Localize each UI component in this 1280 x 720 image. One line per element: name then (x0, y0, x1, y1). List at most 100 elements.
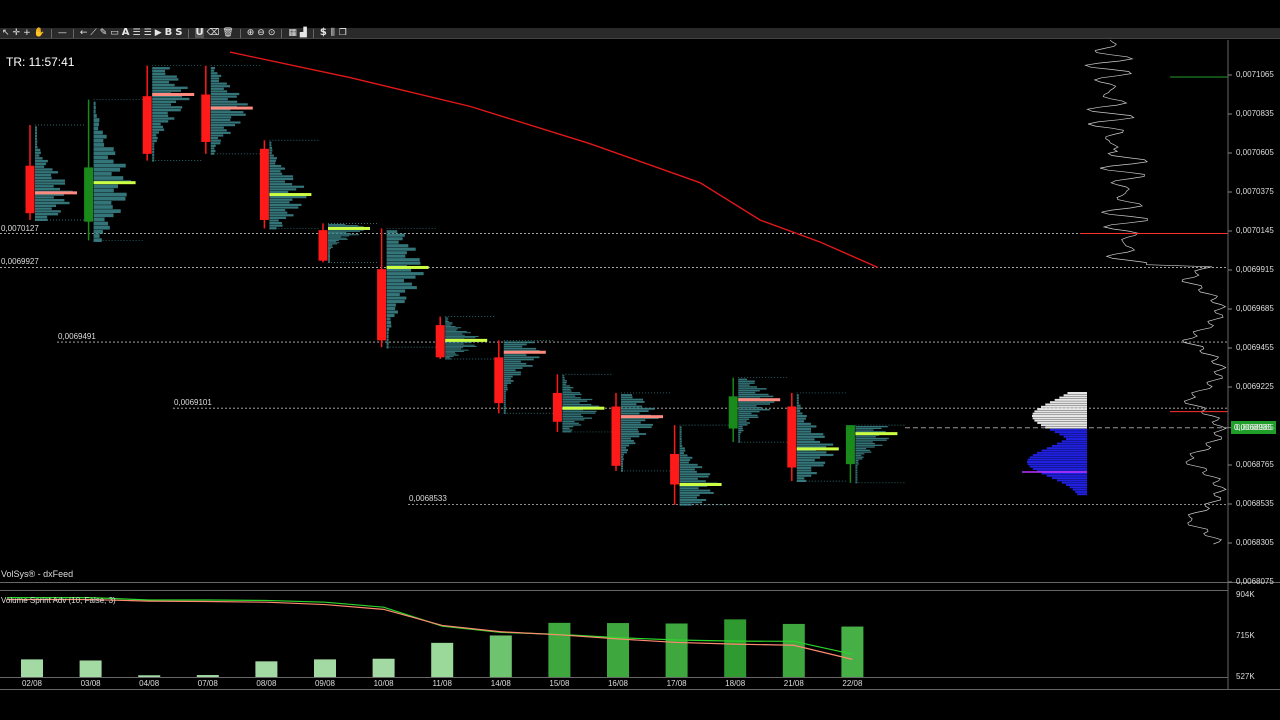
profile-bar (269, 198, 293, 201)
profile-bar (386, 324, 392, 328)
current-price-label: 0,0068985 (1231, 421, 1276, 434)
profile-bar (269, 196, 307, 199)
date-tick-label: 15/08 (549, 679, 570, 688)
profile-bar (855, 471, 858, 474)
profile-bar (503, 375, 513, 378)
indicator-label[interactable]: Volume Sprint Adv (10, False, 3) (1, 596, 116, 605)
profile-bar (562, 427, 570, 429)
day-profile-bar (1027, 458, 1087, 461)
magnet-icon[interactable]: U (195, 27, 204, 38)
profile-bar (621, 449, 629, 452)
drawing-toolbar: ↖ ✛ + ✋ — ← ⟋ ✎ ▭ A ☰ ☰ ▶ B S U ⌫ 🗑 ⊕ ⊖ ⊙ ▦ ▟ $ ⫼ ❐ (0, 28, 1280, 39)
price-level-label: 0,0069491 (58, 332, 96, 342)
profile-bar (269, 209, 286, 212)
profile-bar (738, 386, 758, 388)
zoom-out-icon[interactable]: ⊖ (257, 28, 265, 38)
profile-bar (93, 192, 127, 197)
profile-bar (796, 396, 799, 400)
profile-bar (328, 248, 332, 250)
profile-bar (328, 246, 334, 248)
profile-bar (679, 431, 682, 433)
profile-bar (210, 136, 219, 140)
toolbar-separator (281, 28, 283, 38)
profile-bar (152, 125, 163, 129)
profile-bar (93, 238, 102, 242)
arrow-left-icon[interactable]: ← (79, 28, 88, 38)
profile-bar (328, 254, 330, 256)
profile-bar (269, 201, 290, 204)
profile-bar (738, 408, 770, 411)
layout-icon[interactable]: ▦ (288, 28, 297, 38)
profile-bar (796, 425, 817, 428)
day-profile-bar (1036, 470, 1087, 473)
copy-icon[interactable]: ❐ (338, 28, 347, 38)
day-profile-bar (1046, 474, 1087, 477)
profile-bar (35, 165, 45, 168)
hand-icon[interactable]: ✋ (33, 28, 45, 38)
profile-bar (445, 345, 477, 347)
eraser-icon[interactable]: ⌫ (206, 28, 220, 38)
toolbar-separator (239, 28, 241, 38)
profile-bar (93, 221, 109, 226)
profile-bar (386, 237, 403, 241)
profile-bar (93, 205, 113, 209)
zoom-in-icon[interactable]: ⊕ (246, 28, 255, 38)
pen-icon[interactable]: ✎ (99, 28, 108, 38)
poc-marker (386, 265, 429, 269)
sell-icon[interactable]: S (175, 27, 183, 38)
profile-bar (621, 460, 623, 463)
rectangle-icon[interactable]: ▭ (110, 28, 119, 38)
text-icon[interactable]: A (121, 27, 130, 38)
profile-bar (35, 185, 54, 188)
hline-icon[interactable]: — (57, 28, 67, 38)
profile-bar (738, 410, 760, 413)
profile-bar (679, 447, 685, 450)
play-icon[interactable]: ▶ (154, 28, 162, 38)
profile-bar (386, 268, 412, 272)
profile-bar (210, 66, 216, 70)
fib-icon[interactable]: ☰ (143, 28, 152, 38)
profile-bar (152, 69, 166, 73)
cursor-icon[interactable]: ↖ (2, 28, 10, 38)
profile-bar (679, 466, 703, 469)
buy-icon[interactable]: B (164, 27, 173, 38)
poc-marker (328, 226, 370, 230)
profile-bar (621, 398, 643, 401)
crosshair-plus-icon[interactable]: + (23, 28, 31, 38)
profile-bar (562, 395, 576, 397)
ray-icon[interactable]: ⟋ (90, 28, 97, 38)
poc-markers (35, 93, 898, 486)
day-profile-bar (1065, 438, 1087, 440)
profile-bar (93, 109, 96, 114)
list-icon[interactable]: ☰ (132, 28, 141, 38)
profile-bar (328, 256, 330, 258)
price-level-label: 0,0068533 (409, 494, 447, 504)
profile-bar (679, 449, 686, 452)
profile-bar (503, 345, 523, 348)
price-level-label: 0,0069927 (1, 257, 39, 267)
profile-bar (796, 446, 827, 449)
dollar-icon[interactable]: $ (319, 27, 327, 38)
profile-bar (445, 334, 465, 336)
chart-type-icon[interactable]: ▟ (299, 28, 307, 38)
candles-icon[interactable]: ⫼ (330, 28, 335, 38)
trash-icon[interactable]: 🗑 (222, 28, 234, 38)
profile-bar (35, 171, 58, 174)
profile-bar (269, 219, 279, 222)
profile-bar (679, 438, 682, 440)
profile-bar (210, 69, 215, 72)
crosshair-icon[interactable]: ✛ (12, 28, 21, 38)
profile-bar (621, 444, 630, 447)
poc-marker (679, 483, 722, 486)
day-profile-bar (1059, 396, 1087, 399)
zoom-fit-icon[interactable]: ⊙ (267, 28, 276, 38)
profile-bar (35, 140, 38, 143)
candle-body (845, 425, 855, 465)
date-tick-label: 03/08 (80, 679, 101, 688)
profile-bar (269, 214, 294, 217)
profile-bar (562, 412, 596, 414)
day-profile-bar (1037, 408, 1087, 411)
profile-bar (152, 108, 181, 112)
profile-bar (35, 162, 47, 166)
